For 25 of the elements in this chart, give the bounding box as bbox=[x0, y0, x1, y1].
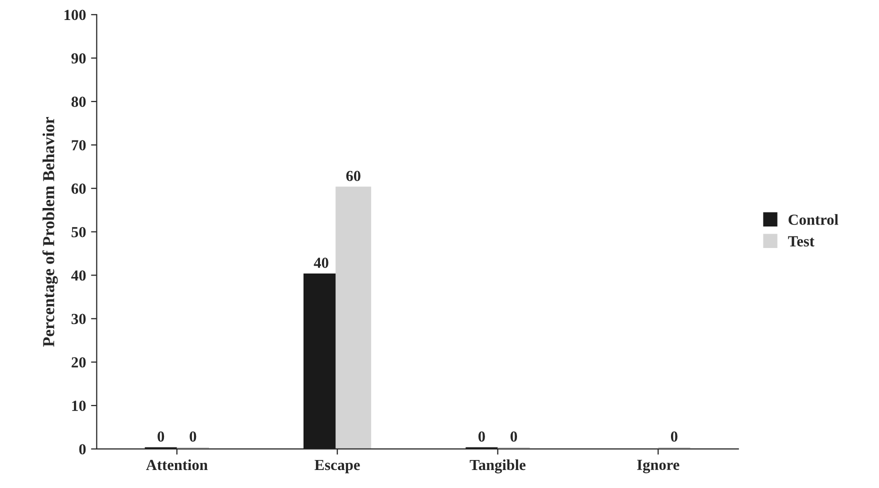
y-axis-title: Percentage of Problem Behavior bbox=[42, 116, 58, 347]
data-label: 0 bbox=[510, 431, 518, 442]
y-tick-label: 0 bbox=[79, 444, 86, 454]
data-label: 40 bbox=[314, 258, 328, 268]
y-tick-label: 30 bbox=[72, 314, 86, 324]
data-label: 0 bbox=[478, 431, 485, 442]
y-tick-label: 90 bbox=[71, 53, 86, 64]
x-tick-label: Ignore bbox=[637, 460, 680, 474]
x-tick-label: Tangible bbox=[470, 459, 526, 474]
y-tick-label: 10 bbox=[72, 400, 86, 411]
data-label: 0 bbox=[158, 431, 164, 442]
y-tick-label: 20 bbox=[72, 357, 86, 368]
y-tick-label: 40 bbox=[71, 270, 86, 281]
legend-label: Control bbox=[788, 214, 838, 225]
data-label: 0 bbox=[190, 431, 196, 442]
legend-label: Test bbox=[788, 236, 814, 246]
x-tick-label: Attention bbox=[146, 459, 208, 470]
x-tick-label: Escape bbox=[314, 460, 360, 474]
y-tick-label: 50 bbox=[72, 226, 86, 238]
y-tick-label: 60 bbox=[72, 184, 86, 194]
y-tick-label: 70 bbox=[72, 140, 86, 150]
data-label: 0 bbox=[670, 431, 678, 442]
y-tick-label: 80 bbox=[72, 96, 86, 107]
y-tick-label: 100 bbox=[64, 10, 86, 20]
data-label: 60 bbox=[346, 170, 360, 182]
